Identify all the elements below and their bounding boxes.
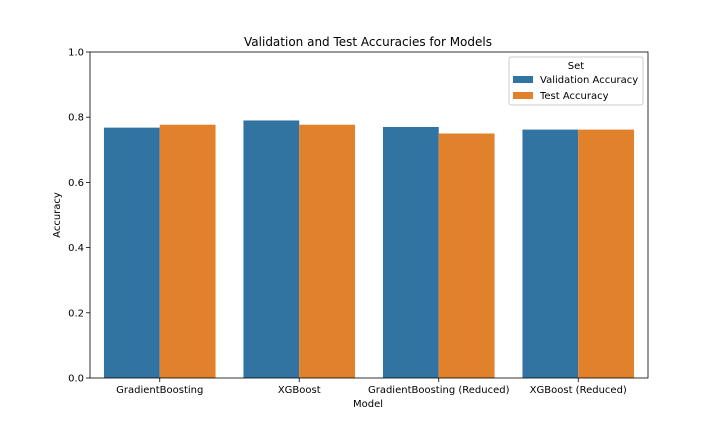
bar-validation-accuracy-0 bbox=[103, 127, 160, 378]
y-axis: 0.0 0.2 0.4 0.6 0.8 1.0 bbox=[68, 48, 90, 385]
legend-swatch-test-accuracy bbox=[513, 92, 533, 99]
x-axis-title: Model bbox=[353, 399, 383, 410]
x-tick-label: XGBoost bbox=[278, 385, 321, 396]
legend-swatch-validation-accuracy bbox=[513, 76, 533, 83]
y-tick-label: 1.0 bbox=[68, 48, 84, 59]
y-tick-label: 0.8 bbox=[68, 113, 84, 124]
bar-test-accuracy-2 bbox=[438, 133, 495, 378]
x-tick-label: GradientBoosting bbox=[116, 385, 203, 396]
y-tick-label: 0.6 bbox=[68, 178, 84, 189]
x-axis: GradientBoosting XGBoost GradientBoosting … bbox=[116, 378, 627, 396]
legend-title: Set bbox=[568, 61, 585, 72]
bar-test-accuracy-0 bbox=[159, 124, 216, 378]
bar-validation-accuracy-1 bbox=[243, 120, 300, 379]
bar-test-accuracy-3 bbox=[578, 129, 635, 378]
x-tick-label: GradientBoosting (Reduced) bbox=[368, 385, 510, 396]
bar-validation-accuracy-2 bbox=[382, 126, 439, 378]
plot-frame bbox=[89, 51, 649, 379]
legend-label-test-accuracy: Test Accuracy bbox=[539, 91, 609, 102]
bar-test-accuracy-1 bbox=[299, 124, 356, 378]
chart-title: Validation and Test Accuracies for Model… bbox=[244, 35, 492, 49]
legend-box bbox=[508, 56, 644, 106]
legend: Set Validation Accuracy Test Accuracy bbox=[508, 56, 644, 106]
legend-label-validation-accuracy: Validation Accuracy bbox=[540, 75, 638, 86]
y-tick-label: 0.4 bbox=[68, 243, 84, 254]
plot-area bbox=[89, 51, 649, 379]
y-tick-label: 0.0 bbox=[68, 374, 84, 385]
bar-validation-accuracy-3 bbox=[522, 129, 579, 378]
y-axis-title: Accuracy bbox=[52, 192, 63, 238]
x-tick-label: XGBoost (Reduced) bbox=[530, 385, 627, 396]
y-tick-label: 0.2 bbox=[68, 308, 84, 319]
